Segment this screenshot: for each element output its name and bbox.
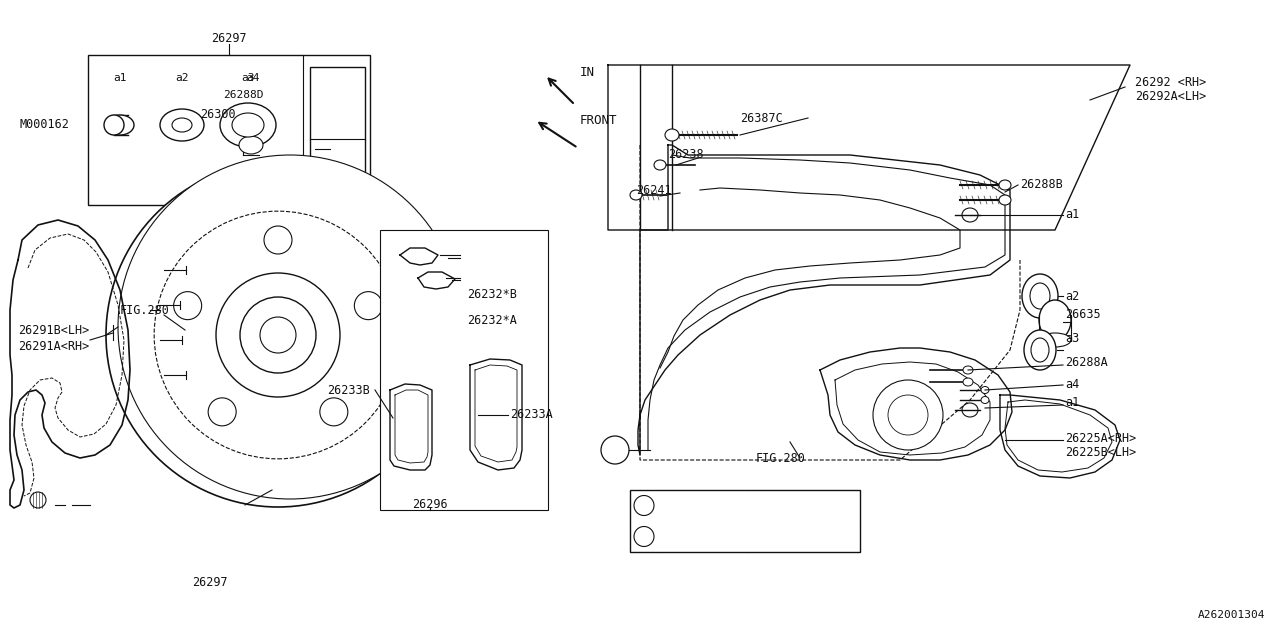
Ellipse shape <box>1039 333 1071 347</box>
Ellipse shape <box>963 403 978 417</box>
Text: IN: IN <box>580 65 595 79</box>
Text: 26635: 26635 <box>1065 307 1101 321</box>
Text: 26387C: 26387C <box>740 111 783 125</box>
Text: M000162: M000162 <box>20 118 70 131</box>
Text: a2: a2 <box>175 73 188 83</box>
Circle shape <box>29 492 46 508</box>
Circle shape <box>174 292 202 319</box>
Text: 26292 <RH>: 26292 <RH> <box>1135 76 1206 88</box>
Ellipse shape <box>106 115 134 135</box>
Text: M130011: M130011 <box>662 500 709 511</box>
Text: (1806-): (1806-) <box>753 531 799 541</box>
Text: 26292A<LH>: 26292A<LH> <box>1135 90 1206 104</box>
Text: 1: 1 <box>612 444 618 456</box>
Text: 26297: 26297 <box>211 31 247 45</box>
Text: FIG.280: FIG.280 <box>120 303 170 317</box>
Text: 26232*B: 26232*B <box>467 289 517 301</box>
Circle shape <box>260 317 296 353</box>
Text: a3: a3 <box>241 73 255 83</box>
Ellipse shape <box>220 103 276 147</box>
Bar <box>88 55 370 205</box>
Circle shape <box>264 226 292 254</box>
Ellipse shape <box>654 160 666 170</box>
Ellipse shape <box>630 190 643 200</box>
Ellipse shape <box>998 180 1011 190</box>
Circle shape <box>873 380 943 450</box>
Ellipse shape <box>666 129 678 141</box>
Text: 26291B<LH>: 26291B<LH> <box>18 323 90 337</box>
Ellipse shape <box>160 109 204 141</box>
Text: 26225B<LH>: 26225B<LH> <box>1065 447 1137 460</box>
Text: a4: a4 <box>1065 378 1079 390</box>
Circle shape <box>216 273 340 397</box>
Text: 26300: 26300 <box>200 109 236 122</box>
Text: 26238: 26238 <box>668 148 704 161</box>
Text: 26233A: 26233A <box>509 408 553 422</box>
Circle shape <box>106 163 451 507</box>
Text: a2: a2 <box>1065 289 1079 303</box>
Text: FRONT: FRONT <box>580 113 617 127</box>
Text: 26296: 26296 <box>412 497 448 511</box>
Ellipse shape <box>1039 300 1071 340</box>
Ellipse shape <box>963 208 978 222</box>
Text: 26288D: 26288D <box>223 90 264 100</box>
Text: 1: 1 <box>640 531 648 541</box>
Text: a1: a1 <box>113 73 127 83</box>
Text: 26233B: 26233B <box>328 383 370 397</box>
Ellipse shape <box>1024 330 1056 370</box>
Ellipse shape <box>239 136 262 154</box>
Circle shape <box>888 395 928 435</box>
Text: 26288B: 26288B <box>1020 179 1062 191</box>
Circle shape <box>118 155 462 499</box>
Ellipse shape <box>963 366 973 374</box>
Text: 1: 1 <box>640 500 648 511</box>
Text: 26241: 26241 <box>636 184 672 196</box>
Ellipse shape <box>1030 338 1050 362</box>
Text: 26291A<RH>: 26291A<RH> <box>18 339 90 353</box>
Circle shape <box>602 436 628 464</box>
Text: A262001304: A262001304 <box>1198 610 1265 620</box>
Text: a3: a3 <box>1065 332 1079 344</box>
Text: M260025: M260025 <box>662 531 709 541</box>
Ellipse shape <box>963 378 973 386</box>
Bar <box>380 230 548 510</box>
Text: a1: a1 <box>1065 396 1079 408</box>
Bar <box>310 67 365 172</box>
Ellipse shape <box>980 397 989 403</box>
Circle shape <box>320 398 348 426</box>
Ellipse shape <box>104 115 124 135</box>
Text: a1: a1 <box>1065 209 1079 221</box>
Bar <box>630 490 860 552</box>
Ellipse shape <box>172 118 192 132</box>
Ellipse shape <box>1021 274 1059 318</box>
Ellipse shape <box>998 195 1011 205</box>
Text: 26232*A: 26232*A <box>467 314 517 326</box>
Circle shape <box>241 297 316 373</box>
Text: 26288A: 26288A <box>1065 355 1107 369</box>
Circle shape <box>209 398 237 426</box>
Text: FIG.280: FIG.280 <box>756 451 806 465</box>
Text: 26297: 26297 <box>192 575 228 589</box>
Text: 26225A<RH>: 26225A<RH> <box>1065 431 1137 445</box>
Circle shape <box>634 527 654 547</box>
Ellipse shape <box>232 113 264 137</box>
Text: (-1806): (-1806) <box>753 500 799 511</box>
Circle shape <box>154 211 402 459</box>
Text: a4: a4 <box>246 73 260 83</box>
Circle shape <box>355 292 383 319</box>
Ellipse shape <box>1030 283 1050 309</box>
Circle shape <box>634 495 654 515</box>
Ellipse shape <box>980 387 989 394</box>
